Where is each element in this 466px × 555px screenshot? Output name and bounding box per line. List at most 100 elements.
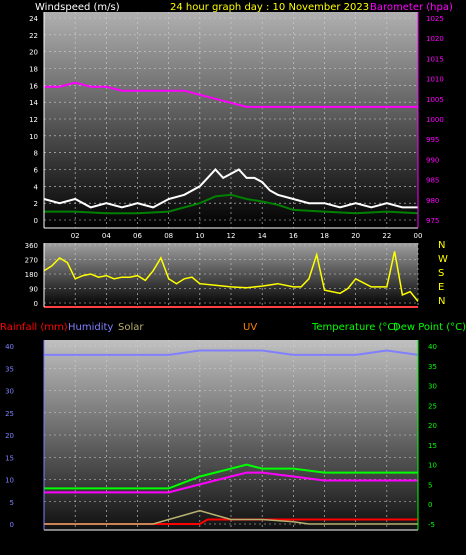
temp-x-tick: 16: [289, 538, 298, 546]
wind-x-tick: 20: [351, 232, 360, 240]
temp-tick: 0: [428, 501, 432, 509]
dewpoint-line: [44, 471, 418, 494]
wind-tick: 10: [29, 133, 38, 141]
temp-left-axis: 0 5 10 15 20 25 30 35 40: [5, 340, 45, 530]
baro-y-axis: 975 980 985 990 995 1000 1005 1010 1015 1020 1025: [417, 12, 444, 228]
wind-series: [43, 81, 419, 229]
baro-tick: 995: [426, 136, 439, 144]
temp-series: [44, 349, 419, 531]
baro-tick: 1010: [426, 76, 444, 84]
temp-x-axis: 02 04 06 08 10 12 14 16 18 20 22 00: [71, 538, 423, 546]
solar-label: Solar: [118, 322, 144, 333]
barometer-label: Barometer (hpa): [370, 2, 453, 13]
baro-tick: 1015: [426, 55, 444, 63]
direction-tick: 180: [25, 271, 38, 279]
temp-x-tick: 22: [382, 538, 391, 546]
humidity-tick: 20: [5, 432, 14, 440]
avg-wind-line: [44, 193, 419, 215]
wind-x-tick: 06: [133, 232, 142, 240]
baro-tick: 985: [426, 177, 439, 185]
solar-line: [44, 509, 418, 525]
baro-tick: 975: [426, 217, 439, 225]
compass-letter: N: [438, 240, 445, 251]
temp-right-axis: -5 0 5 10 15 20 25 30 35 40: [417, 340, 437, 530]
wind-tick: 6: [34, 167, 39, 175]
wind-tick: 12: [29, 116, 38, 124]
direction-tick: 270: [25, 257, 38, 265]
temp-tick: 25: [428, 402, 437, 410]
wind-tick: 18: [29, 66, 38, 74]
temp-tick: 15: [428, 442, 437, 450]
humidity-label: Humidity: [68, 322, 113, 333]
temp-x-tick: 12: [227, 538, 236, 546]
temp-x-tick: 06: [133, 538, 142, 546]
wind-x-tick: 14: [258, 232, 267, 240]
temperature-label: Temperature (°C): [311, 322, 398, 333]
wind-x-tick: 10: [195, 232, 204, 240]
temp-tick: 20: [428, 422, 437, 430]
temp-tick: 40: [428, 343, 437, 351]
humidity-line: [44, 349, 419, 356]
baro-tick: 1025: [426, 15, 444, 23]
wind-tick: 20: [29, 49, 38, 57]
baro-tick: 1005: [426, 96, 444, 104]
compass-letter: W: [438, 254, 448, 265]
temp-x-tick: 08: [164, 538, 173, 546]
wind-tick: 8: [34, 150, 38, 158]
wind-tick: 14: [29, 99, 38, 107]
direction-tick: 0: [34, 300, 38, 308]
humidity-tick: 25: [5, 410, 14, 418]
temp-x-tick: 14: [258, 538, 267, 546]
wind-x-tick: 16: [289, 232, 298, 240]
temp-tick: 5: [428, 481, 432, 489]
humidity-tick: 10: [5, 477, 14, 485]
temp-x-tick: 00: [414, 538, 423, 546]
wind-tick: 16: [29, 82, 38, 90]
wind-x-tick: 22: [382, 232, 391, 240]
temp-x-tick: 04: [102, 538, 111, 546]
temperature-line: [44, 463, 418, 490]
baro-tick: 1020: [426, 35, 444, 43]
temp-tick: -5: [428, 521, 435, 529]
baro-tick: 1000: [426, 116, 444, 124]
humidity-tick: 5: [10, 499, 14, 507]
direction-series: [43, 251, 419, 308]
direction-tick: 90: [29, 286, 38, 294]
humidity-tick: 15: [5, 454, 14, 462]
gust-line: [43, 168, 418, 209]
wind-tick: 22: [29, 32, 38, 40]
humidity-tick: 35: [5, 365, 14, 373]
wind-x-tick: 12: [227, 232, 236, 240]
temp-tick: 10: [428, 462, 437, 470]
barometer-line: [44, 81, 418, 108]
humidity-tick: 0: [10, 521, 14, 529]
direction-y-axis: 0 90 180 270 360: [25, 242, 45, 308]
wind-x-tick: 00: [414, 232, 423, 240]
dewpoint-label: Dew Point (°C): [393, 322, 466, 333]
compass-letter: N: [438, 296, 445, 307]
wind-x-tick: 08: [164, 232, 173, 240]
uv-label: UV: [243, 322, 257, 333]
chart-title: 24 hour graph day : 10 November 2023: [170, 2, 369, 13]
temp-x-tick: 10: [195, 538, 204, 546]
windspeed-label: Windspeed (m/s): [35, 2, 120, 13]
wind-tick: 0: [34, 217, 38, 225]
humidity-tick: 40: [5, 343, 14, 351]
compass-letter: S: [438, 268, 444, 279]
temp-x-tick: 02: [71, 538, 80, 546]
rainfall-label: Rainfall (mm): [0, 322, 68, 333]
temp-tick: 30: [428, 383, 437, 391]
humidity-tick: 30: [5, 388, 14, 396]
direction-tick: 360: [25, 242, 38, 250]
temp-grid: [43, 340, 419, 530]
direction-grid: [43, 243, 419, 307]
temp-x-tick: 20: [351, 538, 360, 546]
baro-tick: 990: [426, 156, 439, 164]
wind-x-tick: 02: [71, 232, 80, 240]
wind-x-tick: 04: [102, 232, 111, 240]
temp-tick: 35: [428, 363, 437, 371]
temp-x-tick: 18: [320, 538, 329, 546]
